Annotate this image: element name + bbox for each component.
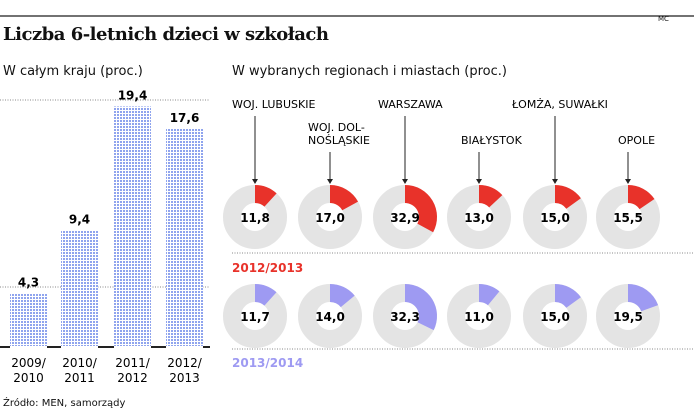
bar-data-label: 17,6 — [170, 111, 200, 125]
donut-value-label: 15,0 — [540, 211, 570, 225]
donut-value-label: 15,5 — [613, 211, 643, 225]
category-label: 2013 — [169, 371, 200, 385]
donut-slice — [330, 185, 359, 211]
series-label-2012-2013: 2012/2013 — [232, 261, 304, 275]
donut-slice — [555, 284, 581, 308]
donut-slice — [479, 185, 503, 208]
donut-value-label: 11,0 — [464, 310, 494, 324]
bar — [114, 106, 151, 347]
region-label: ŁOMŻA, SUWAŁKI — [511, 98, 608, 111]
donut-value-label: 15,0 — [540, 310, 570, 324]
donut-value-label: 11,8 — [240, 211, 270, 225]
category-label: 2012/ — [167, 356, 203, 370]
donut-value-label: 32,9 — [390, 211, 420, 225]
category-label: 2011 — [64, 371, 95, 385]
donut-slice — [255, 185, 277, 207]
category-label: 2010/ — [62, 356, 98, 370]
pointer-arrow-icon — [552, 179, 558, 184]
pointer-arrow-icon — [252, 179, 258, 184]
donut-slice — [628, 284, 659, 312]
bar-data-label: 19,4 — [118, 88, 148, 102]
category-label: 2011/ — [115, 356, 151, 370]
source-note: Źródło: MEN, samorządy — [3, 398, 126, 409]
donut-value-label: 19,5 — [613, 310, 643, 324]
category-label: 2012 — [117, 371, 148, 385]
donut-slice — [479, 284, 500, 306]
donut-slice — [555, 185, 581, 209]
donut-value-label: 17,0 — [315, 211, 345, 225]
donut-value-label: 14,0 — [315, 310, 345, 324]
region-label: WOJ. DOL- — [308, 121, 365, 134]
page-title: Liczba 6-letnich dzieci w szkołach — [3, 24, 329, 45]
bar-data-label: 9,4 — [69, 212, 90, 226]
region-label: BIAŁYSTOK — [461, 134, 523, 147]
donut-slice — [405, 284, 437, 331]
bar — [61, 230, 98, 347]
credit: MC — [658, 15, 669, 23]
region-label: WOJ. LUBUSKIE — [232, 98, 315, 111]
bar-chart-title: W całym kraju (proc.) — [3, 64, 143, 79]
region-label: WARSZAWA — [378, 98, 443, 111]
category-label: 2010 — [13, 371, 44, 385]
donut-chart-title: W wybranych regionach i miastach (proc.) — [232, 64, 507, 79]
pointer-arrow-icon — [327, 179, 333, 184]
pointer-arrow-icon — [476, 179, 482, 184]
region-label: OPOLE — [618, 134, 655, 147]
donut-slice — [330, 284, 355, 308]
donut-slice — [405, 185, 438, 233]
bar — [10, 293, 47, 347]
region-label: NOŚLĄSKIE — [308, 134, 370, 147]
bar — [166, 128, 203, 347]
donut-slice — [255, 284, 277, 306]
bar-data-label: 4,3 — [18, 276, 39, 290]
donut-value-label: 32,3 — [390, 310, 420, 324]
donut-slice — [628, 185, 655, 210]
pointer-arrow-icon — [402, 179, 408, 184]
series-label-2013-2014: 2013/2014 — [232, 356, 304, 370]
donut-value-label: 13,0 — [464, 211, 494, 225]
donut-value-label: 11,7 — [240, 310, 270, 324]
category-label: 2009/ — [11, 356, 47, 370]
pointer-arrow-icon — [625, 179, 631, 184]
